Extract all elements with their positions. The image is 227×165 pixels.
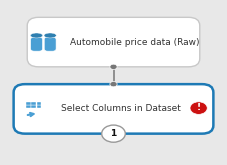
Text: Select Columns in Dataset: Select Columns in Dataset (61, 104, 181, 113)
FancyBboxPatch shape (27, 17, 200, 67)
Bar (31, 102, 36, 105)
Bar (37, 105, 41, 108)
Ellipse shape (44, 33, 56, 38)
Circle shape (110, 82, 117, 87)
Text: Automobile price data (Raw): Automobile price data (Raw) (70, 38, 200, 47)
Bar (31, 105, 36, 108)
Text: !: ! (197, 103, 201, 112)
Bar (26, 105, 31, 108)
Circle shape (102, 125, 125, 142)
FancyBboxPatch shape (44, 37, 56, 51)
FancyBboxPatch shape (31, 37, 42, 51)
Circle shape (110, 64, 117, 69)
Ellipse shape (30, 33, 43, 38)
Bar (26, 102, 31, 105)
FancyBboxPatch shape (14, 84, 213, 134)
Bar (37, 102, 41, 105)
Circle shape (190, 102, 207, 114)
Text: 1: 1 (110, 129, 117, 138)
